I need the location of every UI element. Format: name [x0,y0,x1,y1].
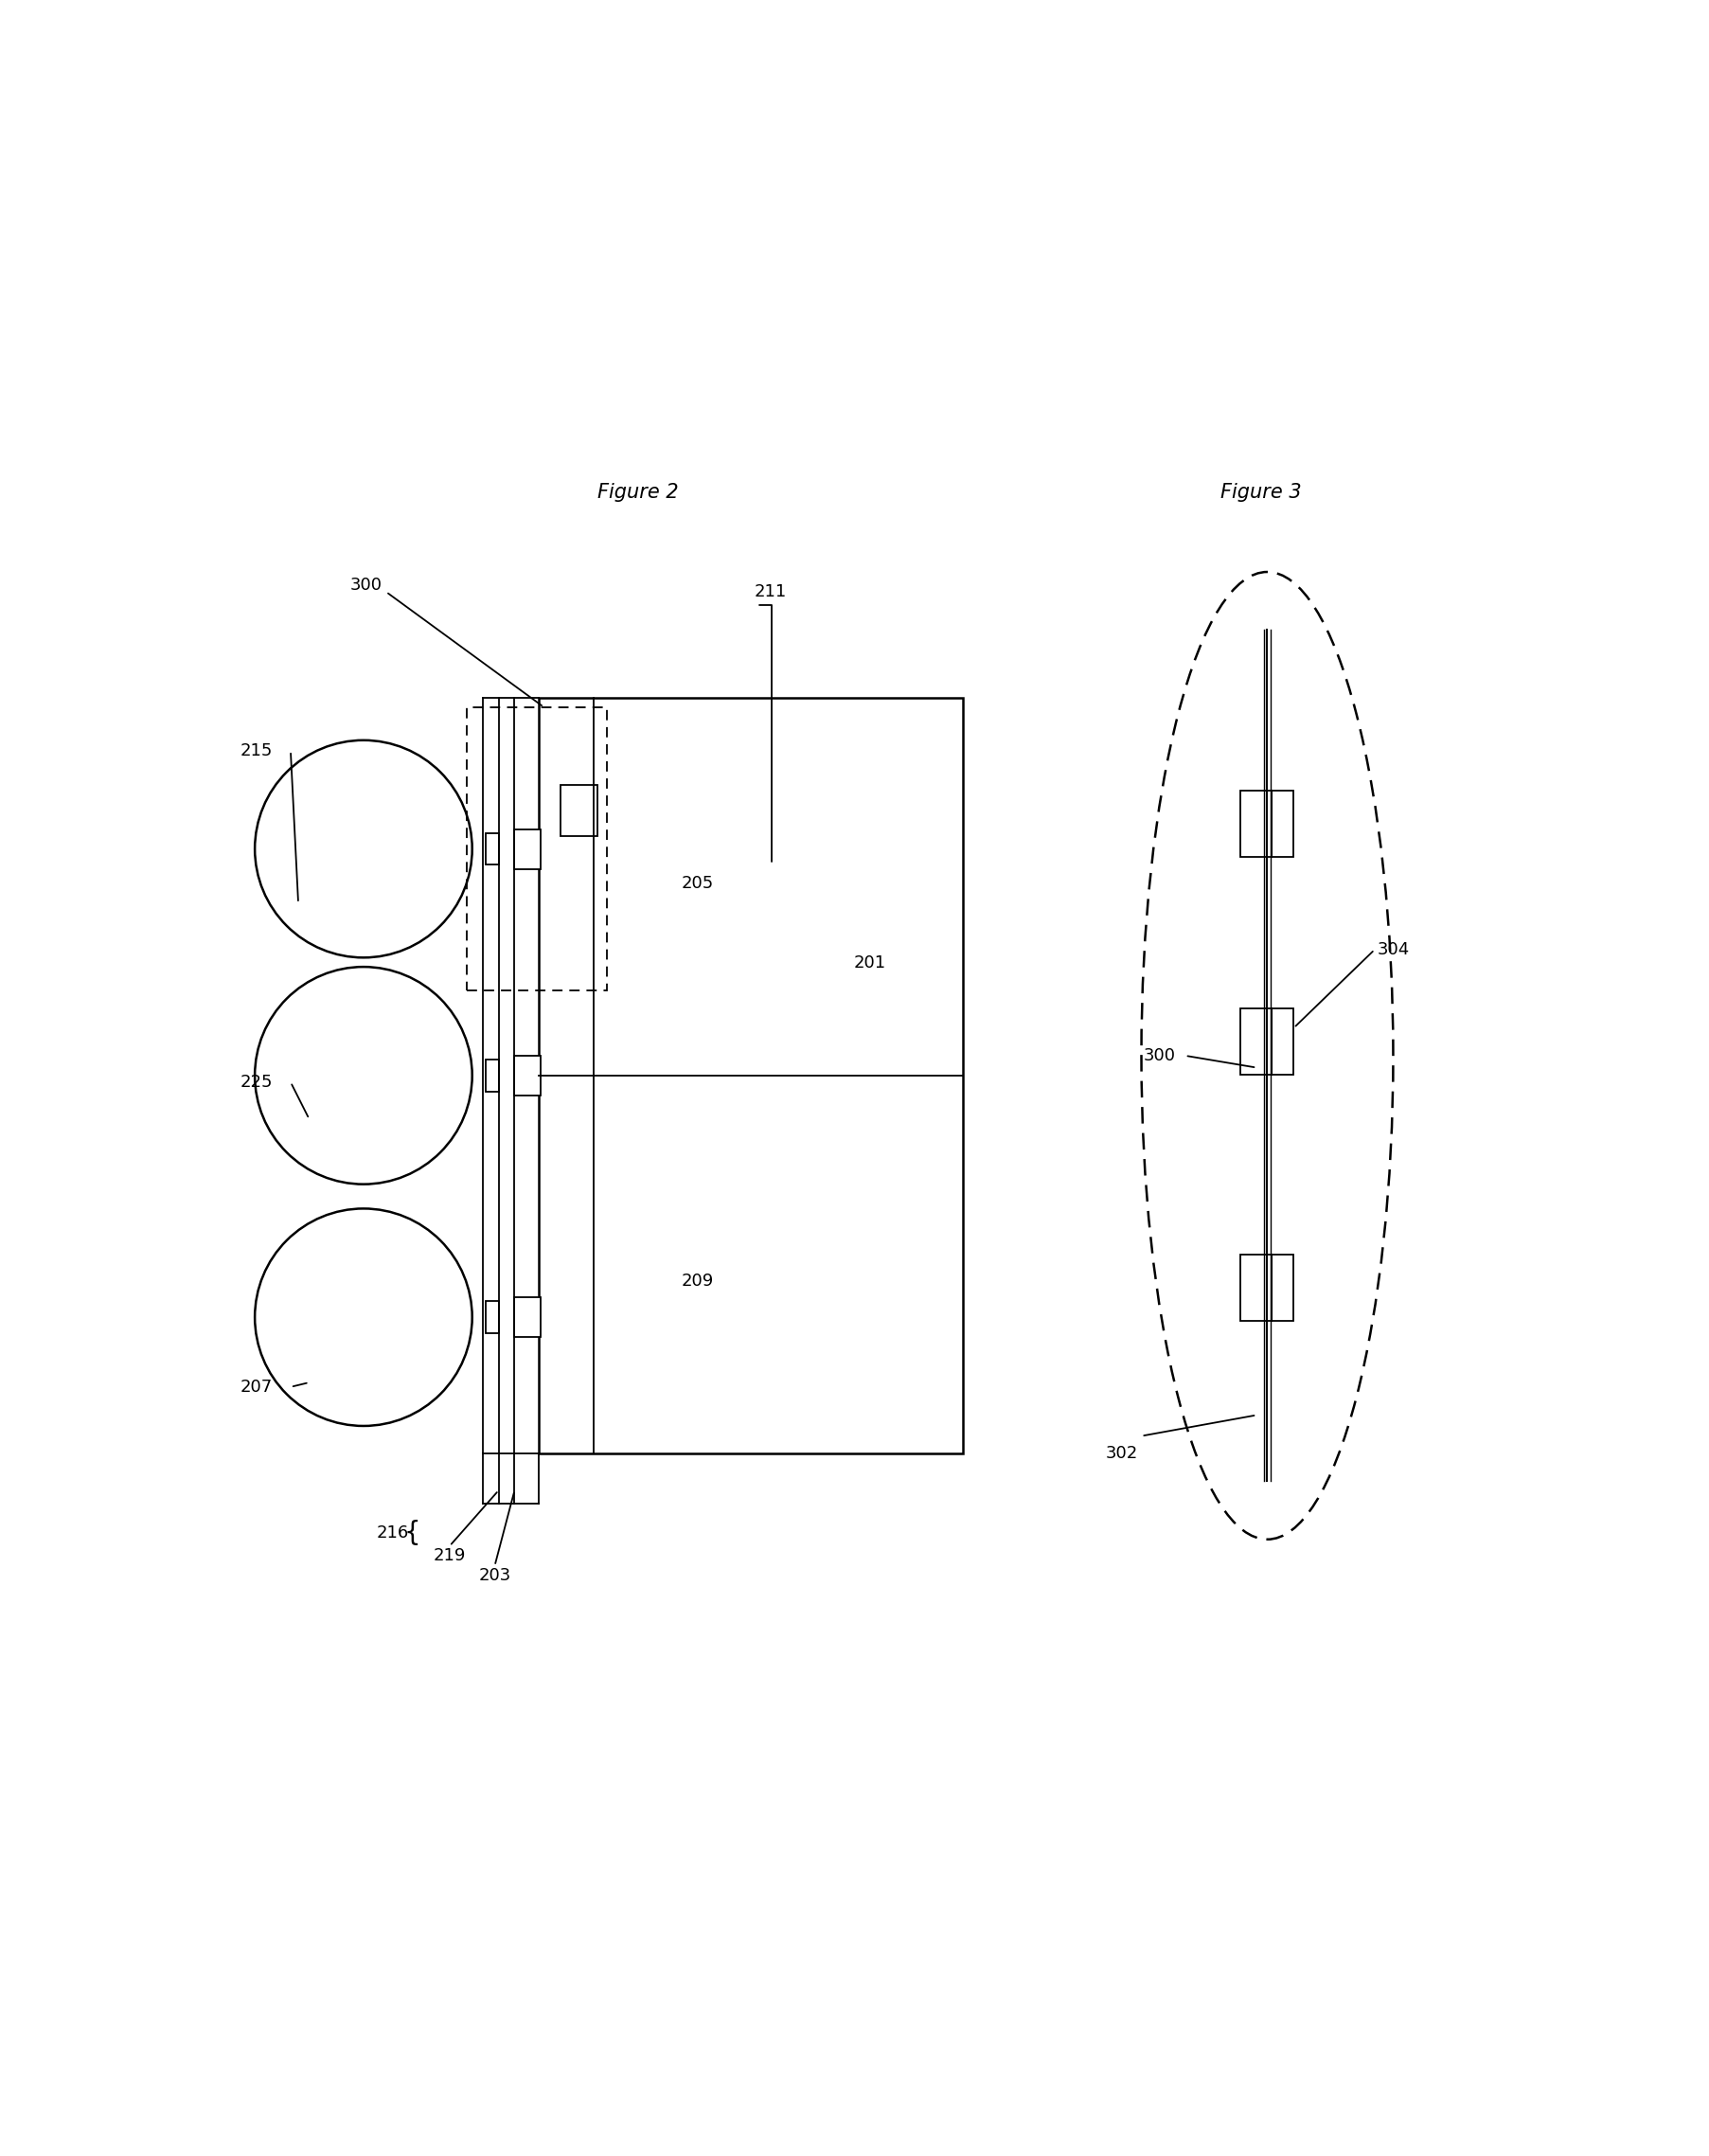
Bar [485,832,499,865]
Text: 211: 211 [754,584,786,599]
Text: 225: 225 [239,1074,272,1091]
Bar [485,1302,499,1332]
Bar [538,699,962,1453]
Bar [514,1056,540,1095]
Text: 207: 207 [239,1378,272,1395]
Text: 302: 302 [1104,1445,1136,1462]
Text: 205: 205 [680,875,713,893]
Bar [1241,791,1294,856]
Bar [1241,1255,1294,1322]
Text: 300: 300 [350,576,383,593]
Text: Figure 3: Figure 3 [1220,483,1301,502]
Bar [485,1059,499,1091]
Text: Figure 2: Figure 2 [596,483,678,502]
Text: {: { [403,1520,420,1546]
Text: 209: 209 [680,1272,713,1289]
Text: 216: 216 [376,1524,408,1542]
Text: 304: 304 [1376,942,1408,957]
Text: 201: 201 [853,955,885,972]
Text: 203: 203 [479,1567,511,1585]
Text: 219: 219 [432,1546,465,1563]
Bar [561,785,596,837]
Text: 215: 215 [239,742,272,759]
Bar [514,1298,540,1337]
Bar [1241,1009,1294,1074]
Text: 300: 300 [1143,1048,1176,1065]
Bar [514,830,540,869]
Bar [467,707,607,992]
